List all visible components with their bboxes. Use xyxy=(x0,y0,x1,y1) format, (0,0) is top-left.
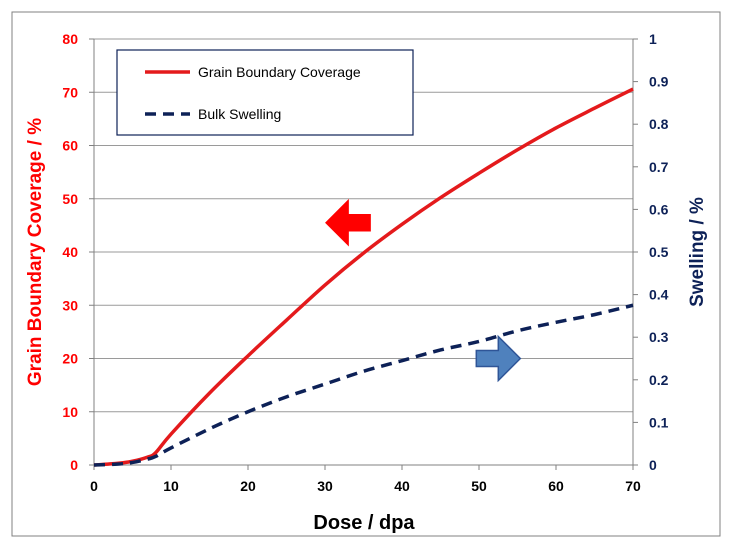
x-axis-title: Dose / dpa xyxy=(313,512,415,534)
y-right-tick-label: 0.3 xyxy=(649,329,669,345)
y-right-tick-label: 0.8 xyxy=(649,116,669,132)
y-right-tick-label: 0.5 xyxy=(649,244,669,260)
y-right-tick-label: 0.2 xyxy=(649,372,669,388)
y-left-tick-label: 60 xyxy=(62,138,78,154)
y-left-tick-label: 20 xyxy=(62,351,78,367)
y-right-tick-label: 0.9 xyxy=(649,74,669,90)
legend-label-bulk-swelling: Bulk Swelling xyxy=(198,106,281,122)
x-tick-label: 30 xyxy=(317,478,333,494)
x-tick-label: 60 xyxy=(548,478,564,494)
legend-label-grain-boundary: Grain Boundary Coverage xyxy=(198,64,361,80)
gridlines xyxy=(94,38,633,413)
arrow-right-icon xyxy=(475,334,522,383)
x-tick-label: 20 xyxy=(240,478,256,494)
y-right-tick-label: 0 xyxy=(649,457,657,473)
x-tick-label: 70 xyxy=(625,478,641,494)
y-left-tick-label: 30 xyxy=(62,297,78,313)
y-left-tick-label: 40 xyxy=(62,244,78,260)
y-left-tick-label: 10 xyxy=(62,404,78,420)
y-left-tick-label: 0 xyxy=(70,457,78,473)
y-axis-title-right: Swelling / % xyxy=(687,197,708,307)
x-tick-label: 50 xyxy=(471,478,487,494)
y-right-tick-label: 0.4 xyxy=(649,287,669,303)
annotations xyxy=(325,198,522,383)
y-right-tick-label: 0.7 xyxy=(649,159,669,175)
legend-box xyxy=(116,49,414,136)
y-left-tick-label: 50 xyxy=(62,191,78,207)
y-right-tick-label: 1 xyxy=(649,31,657,47)
y-left-tick-label: 80 xyxy=(62,31,78,47)
series-line-bulk-swelling xyxy=(93,303,634,467)
y-left-tick-label: 70 xyxy=(62,84,78,100)
y-axis-title-left: Grain Boundary Coverage / % xyxy=(25,118,46,386)
series-line-grain-boundary-coverage xyxy=(93,87,634,467)
x-tick-label: 10 xyxy=(163,478,179,494)
legend: Grain Boundary Coverage Bulk Swelling xyxy=(116,49,414,136)
x-tick-label: 40 xyxy=(394,478,410,494)
axes: 0102030405060708000.10.20.30.40.50.60.70… xyxy=(62,31,668,494)
y-right-tick-label: 0.1 xyxy=(649,414,669,430)
x-tick-label: 0 xyxy=(90,478,98,494)
series-layer xyxy=(93,87,634,467)
arrow-left-icon xyxy=(325,198,371,247)
y-right-tick-label: 0.6 xyxy=(649,201,669,217)
